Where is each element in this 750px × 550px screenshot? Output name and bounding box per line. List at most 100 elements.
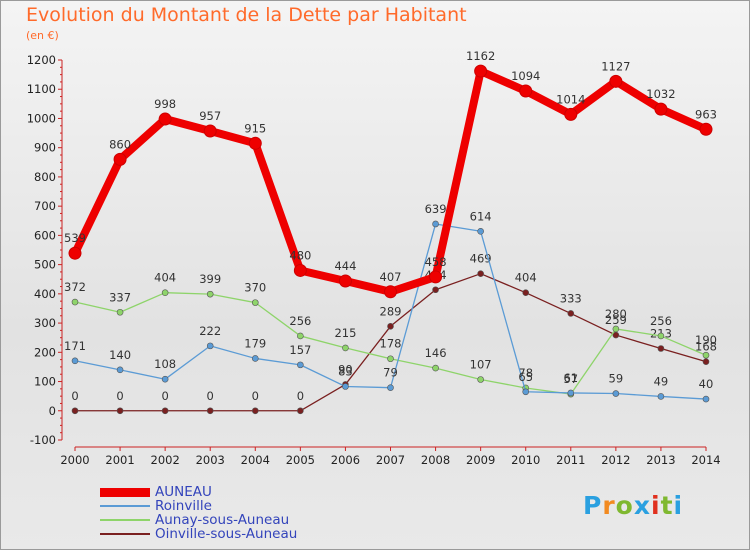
x-tick-label: 2006 [331, 453, 360, 467]
y-tick-label: 500 [34, 258, 56, 272]
data-point [206, 290, 214, 298]
data-label: 444 [334, 259, 356, 273]
data-point [519, 84, 533, 98]
data-label: 0 [252, 389, 259, 403]
data-label: 407 [380, 270, 402, 284]
data-point [387, 322, 394, 330]
logo-letter: x [633, 491, 651, 520]
data-label: 333 [560, 291, 582, 305]
y-tick-label: 1000 [27, 111, 56, 125]
legend-swatch [100, 487, 150, 497]
x-tick-label: 2003 [196, 453, 225, 467]
data-point [567, 310, 575, 317]
data-label: 399 [199, 272, 221, 286]
x-tick-label: 2007 [376, 453, 405, 467]
x-tick-label: 2004 [241, 453, 270, 467]
x-tick-label: 2005 [286, 453, 315, 467]
chart-title: Evolution du Montant de la Dette par Hab… [26, 4, 467, 26]
data-label: 1014 [556, 92, 585, 106]
data-label: 469 [470, 252, 492, 266]
data-label: 83 [338, 365, 353, 379]
logo-letter: t [660, 491, 674, 520]
data-point [342, 344, 349, 352]
legend-swatch [100, 505, 150, 507]
data-label: 639 [425, 202, 447, 216]
data-point [342, 383, 349, 390]
data-label: 190 [695, 333, 717, 347]
x-tick-label: 2014 [691, 453, 720, 467]
data-point [293, 263, 307, 277]
data-label: 256 [650, 314, 672, 328]
legend-label: AUNEAU [155, 484, 212, 500]
proxiti-logo: Proxiti [583, 491, 683, 520]
data-label: 140 [109, 348, 131, 362]
data-point [432, 364, 439, 372]
y-tick-label: 200 [34, 345, 56, 359]
data-label: 146 [425, 346, 447, 360]
data-label: 370 [244, 281, 266, 295]
data-point [477, 227, 484, 235]
data-point [432, 286, 439, 294]
data-point [113, 152, 127, 166]
data-label: 289 [380, 304, 402, 318]
data-point [297, 332, 304, 340]
data-point [116, 366, 124, 374]
data-label: 59 [609, 372, 624, 386]
logo-letter: r [602, 491, 616, 520]
data-point [206, 342, 214, 350]
data-point [251, 355, 259, 362]
logo-letter: i [651, 491, 661, 520]
y-tick-label: 600 [34, 228, 56, 242]
data-label: 480 [289, 248, 311, 262]
data-label: 539 [64, 231, 86, 245]
data-point [248, 136, 262, 150]
data-point [384, 285, 397, 299]
data-label: 57 [563, 372, 578, 386]
x-tick-label: 2008 [421, 453, 450, 467]
y-tick-label: -100 [30, 433, 56, 447]
data-point [474, 64, 488, 78]
data-label: 915 [244, 121, 266, 135]
data-label: 79 [383, 366, 398, 380]
data-point [429, 270, 443, 284]
data-label: 860 [109, 137, 131, 151]
data-label: 957 [199, 109, 221, 123]
data-point [161, 289, 169, 296]
data-point [297, 407, 304, 415]
data-point [206, 407, 214, 415]
x-tick-label: 2010 [511, 453, 540, 467]
data-point [609, 74, 623, 88]
legend-item: Oinville-sous-Auneau [100, 527, 297, 541]
data-point [567, 389, 575, 397]
x-tick-label: 2011 [556, 453, 585, 467]
data-label: 90 [338, 362, 353, 376]
data-label: 372 [64, 280, 86, 294]
data-label: 1127 [601, 59, 630, 73]
data-point [612, 325, 620, 333]
data-point [702, 351, 710, 359]
x-tick-label: 2000 [60, 453, 89, 467]
legend-swatch [100, 533, 150, 535]
y-tick-label: 1100 [27, 82, 56, 96]
y-tick-label: 100 [34, 375, 56, 389]
data-label: 0 [71, 389, 78, 403]
data-label: 171 [64, 339, 86, 353]
data-point [71, 357, 79, 365]
data-label: 107 [470, 357, 492, 371]
y-tick-label: 400 [34, 287, 56, 301]
data-label: 458 [425, 255, 447, 269]
data-point [699, 122, 713, 136]
data-point [702, 358, 710, 365]
x-tick-label: 2012 [601, 453, 630, 467]
data-point [116, 407, 124, 415]
data-point [657, 393, 665, 400]
data-label: 157 [289, 343, 311, 357]
data-point [161, 375, 169, 383]
legend-item: AUNEAU [100, 485, 297, 499]
data-point [657, 332, 665, 340]
data-label: 49 [654, 374, 669, 388]
logo-letter: o [615, 491, 634, 520]
data-label: 337 [109, 290, 131, 304]
data-point [203, 124, 217, 138]
y-tick-label: 800 [34, 170, 56, 184]
